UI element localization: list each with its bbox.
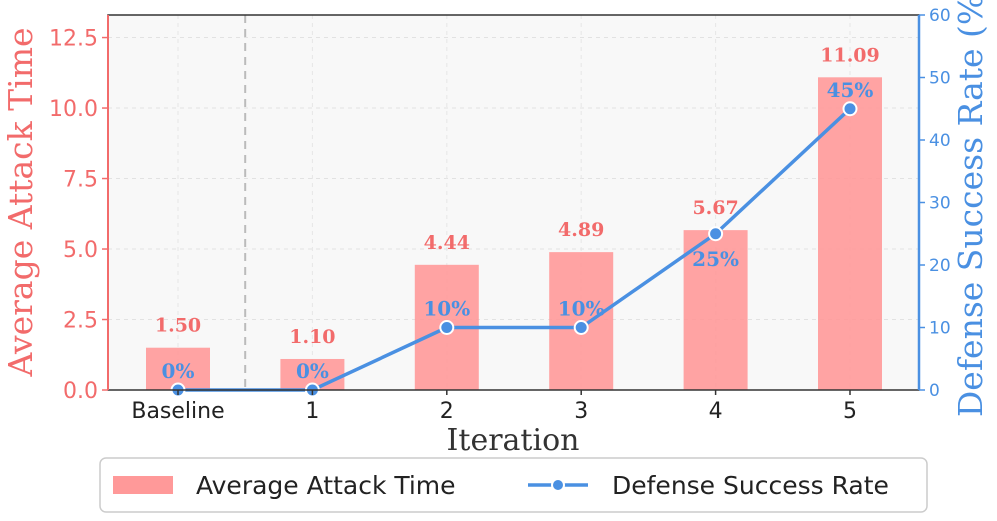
line-value-label: 0% [162,359,195,383]
line-value-label: 0% [296,359,329,383]
left-tick-label: 10.0 [49,97,98,122]
legend-line-marker [551,478,565,492]
line-point [842,101,858,117]
legend: Average Attack Time Defense Success Rate [99,457,928,513]
bar-value-label: 11.09 [820,44,880,66]
bar [683,230,748,390]
right-tick-label: 20 [929,256,951,276]
right-tick-label: 30 [929,194,951,214]
line-value-label: 25% [692,247,739,271]
right-tick-label: 40 [929,131,951,151]
line-value-label: 45% [827,78,874,102]
pct-labels: 0% 0% 10% 10% 25% 45% [162,78,874,383]
x-tick-label: 4 [709,399,723,424]
right-axis: 0 10 20 30 40 50 60 [917,6,951,401]
left-tick-label: 7.5 [63,168,98,193]
left-tick-label: 5.0 [63,238,98,263]
x-tick-label: 1 [305,399,319,424]
bar [818,77,882,391]
x-tick-label: 3 [574,399,588,424]
x-axis: Baseline 1 2 3 4 5 [131,390,857,424]
left-tick-label: 12.5 [49,27,98,52]
x-axis-title: Iteration [447,423,580,458]
y-axis-right-title: Defense Success Rate (%) [951,0,990,417]
line-point [439,320,455,335]
legend-label-attack-time: Average Attack Time [196,471,456,500]
x-tick-label: 5 [843,399,857,424]
y-axis-left-title: Average Attack Time [1,27,40,377]
right-tick-label: 10 [929,319,951,339]
x-tick-label: Baseline [131,399,224,424]
x-tick-label: 2 [440,399,454,424]
bar-value-label: 4.89 [558,219,604,241]
line-point [708,226,724,242]
left-tick-label: 0.0 [63,379,98,404]
legend-frame [99,457,928,513]
line-value-label: 10% [558,297,605,321]
legend-bar-swatch [113,476,173,494]
bar-value-label: 5.67 [692,197,738,219]
line-point [573,320,589,335]
legend-label-defense-rate: Defense Success Rate [612,471,889,500]
right-tick-label: 50 [929,69,951,89]
line-value-label: 10% [423,297,470,321]
bar-labels: 1.50 1.10 4.44 4.89 5.67 11.09 [155,44,880,348]
left-tick-label: 2.5 [63,309,98,334]
plot-background [108,15,919,390]
bar-value-label: 1.50 [155,315,201,337]
left-axis: 0.0 2.5 5.0 7.5 10.0 12.5 [49,15,109,404]
right-tick-label: 0 [929,381,940,401]
bar-value-label: 1.10 [289,326,335,348]
right-tick-label: 60 [929,6,951,26]
bar-value-label: 4.44 [424,232,470,254]
